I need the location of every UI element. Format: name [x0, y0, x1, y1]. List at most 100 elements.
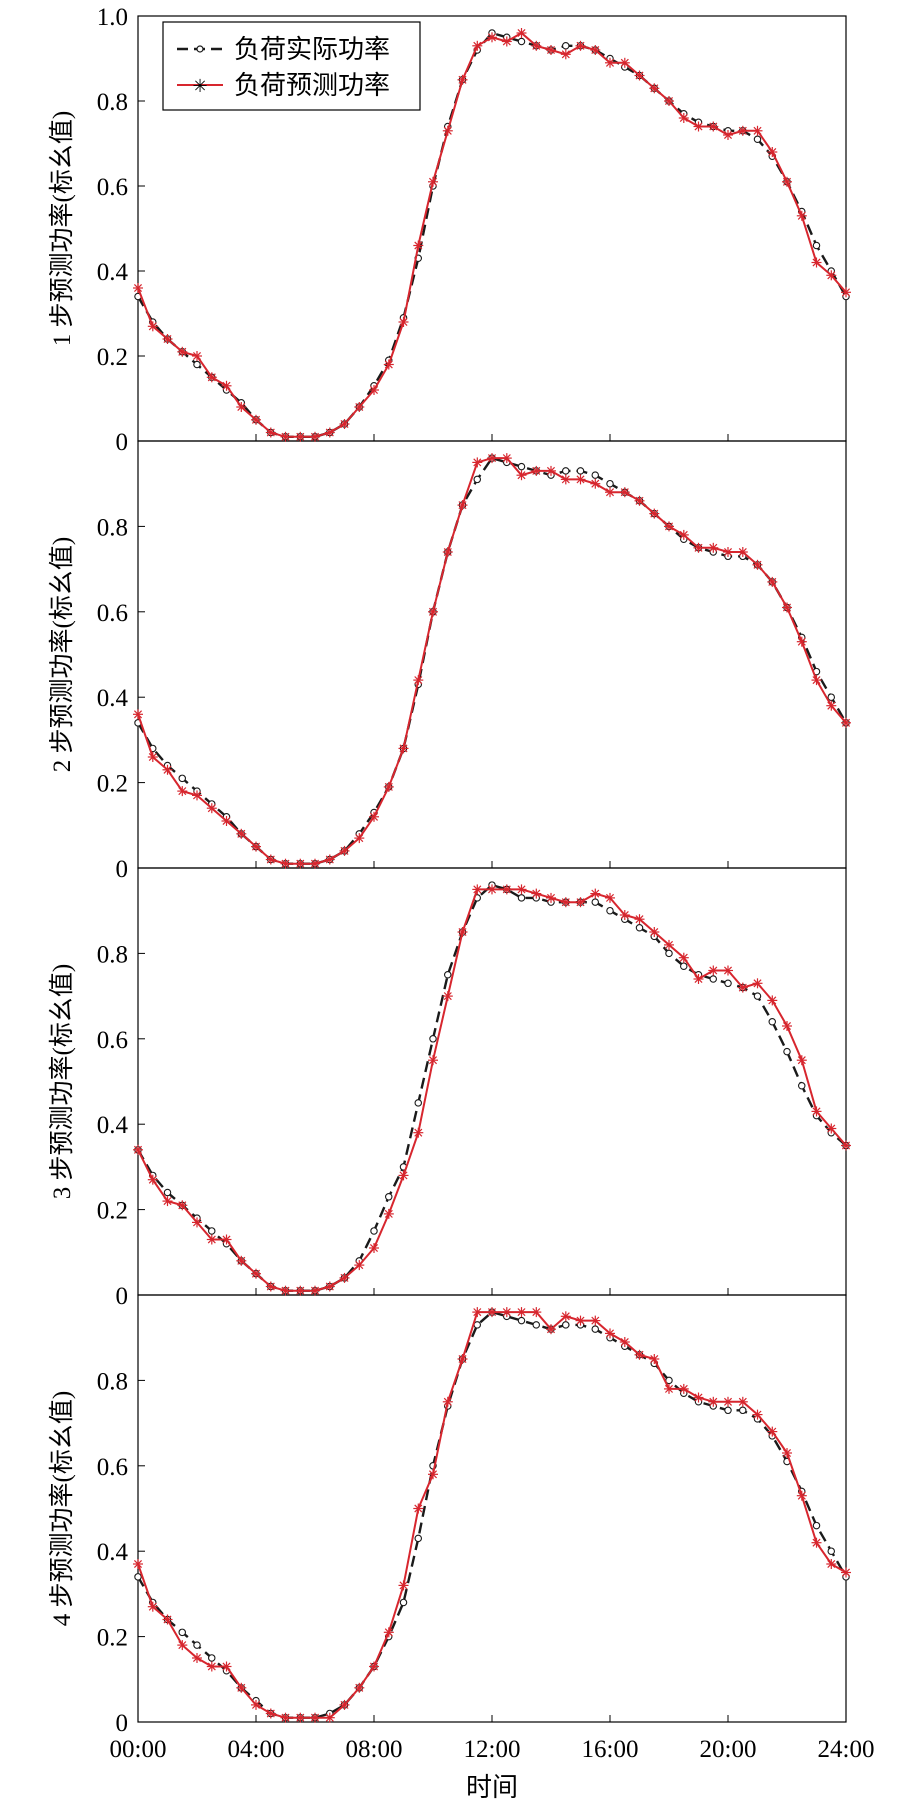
- panel-4-predicted-point: [457, 1354, 468, 1364]
- panel-1-predicted-point: [649, 83, 660, 94]
- panel-3-predicted-point: [782, 1021, 792, 1031]
- panel-2-predicted-point: [619, 487, 630, 498]
- panel-2-predicted-point: [147, 752, 158, 762]
- panel-1-actual-point: [517, 37, 526, 46]
- panel-3-predicted-point: [678, 952, 689, 963]
- panel-2-predicted-point: [841, 717, 851, 728]
- panel-2-predicted-point: [723, 547, 733, 557]
- panel-1-predicted-point: [354, 402, 365, 412]
- panel-3-actual-point: [370, 1227, 378, 1235]
- panel-2-predicted-point: [383, 781, 394, 792]
- panel-1-ytick-label: 0.2: [97, 344, 128, 371]
- panel-4-predicted-point: [177, 1640, 188, 1651]
- panel-1-predicted-point: [841, 287, 851, 298]
- panel-4-predicted-point: [265, 1708, 276, 1719]
- panel-2-ytick-label: 0.8: [97, 514, 128, 541]
- panel-3-predicted-point: [310, 1285, 320, 1296]
- panel-3-predicted-point: [531, 888, 542, 899]
- panel-4-actual-point: [134, 1573, 142, 1581]
- panel-4-actual-point: [532, 1321, 540, 1329]
- panel-2-predicted-point: [811, 675, 822, 686]
- panel-4-actual-point: [812, 1521, 821, 1530]
- panel-2-actual-line: [136, 456, 848, 865]
- panel-2-predicted-point: [501, 453, 512, 464]
- panel-2-predicted-point: [487, 453, 497, 464]
- panel-1-predicted-point: [693, 121, 704, 132]
- panel-3-actual-point: [665, 949, 673, 958]
- panel-2-predicted-point: [634, 495, 645, 506]
- panel-3-actual-point: [517, 894, 526, 902]
- panel-1-predicted-point: [310, 431, 320, 442]
- panel-2-ytick-label: 0.2: [97, 771, 128, 798]
- panel-4-predicted-point: [826, 1559, 837, 1569]
- panel-1-actual-point: [753, 135, 762, 144]
- panel-2-predicted-point: [369, 811, 379, 822]
- panel-3-actual-point: [208, 1227, 216, 1235]
- panel-1-predicted-point: [265, 427, 276, 438]
- panel-3-frame: [137, 867, 847, 1296]
- panel-2-predicted-point: [664, 521, 674, 532]
- panel-4-predicted-point: [280, 1712, 291, 1723]
- panel-1-ytick-label: 0.8: [97, 89, 128, 116]
- panel-2-predicted-point: [236, 828, 247, 839]
- panel-4-predicted-point: [605, 1328, 615, 1339]
- panel-2-actual-point: [576, 467, 585, 475]
- panel-3-predicted-point: [619, 910, 630, 920]
- panel-3-ytick-label: 0.8: [97, 941, 128, 968]
- panel-2-predicted-point: [162, 764, 173, 775]
- panel-2-predicted-point: [221, 816, 232, 826]
- panel-2-predicted-point: [649, 508, 660, 519]
- panel-1-predicted-point: [192, 351, 202, 361]
- panel-3-predicted-point: [605, 892, 615, 903]
- panel-3-ytick-label: 0.6: [97, 1027, 128, 1054]
- panel-4-predicted-point: [472, 1307, 483, 1318]
- panel-4-predicted-point: [752, 1409, 763, 1420]
- panel-3-predicted-point: [590, 888, 601, 899]
- panel-2-predicted-point: [354, 833, 365, 844]
- panel-3-predicted-point: [457, 927, 468, 937]
- panel-1-predicted-point: [826, 270, 837, 281]
- panel-3-ytick-label: 0: [116, 1283, 129, 1310]
- panel-1-predicted-point: [708, 121, 719, 132]
- panel-2-ytick-label: 0.6: [97, 600, 128, 627]
- legend: 负荷实际功率 ✳ 负荷预测功率: [162, 21, 421, 111]
- panel-4-predicted-point: [501, 1307, 512, 1318]
- panel-2-actual-point: [606, 479, 614, 488]
- legend-actual-label: 负荷实际功率: [234, 35, 390, 64]
- panel-4-actual-point: [208, 1654, 216, 1662]
- panel-2-predicted-point: [192, 790, 202, 801]
- panel-2-predicted-point: [782, 602, 792, 613]
- panel-3-predicted-point: [324, 1281, 335, 1292]
- panel-4-ytick-label: 0: [116, 1710, 129, 1737]
- panel-3-predicted-point: [442, 991, 453, 1002]
- panel-3-actual-point: [709, 975, 717, 983]
- panel-2-predicted-point: [516, 470, 527, 481]
- panel-3-actual-point: [753, 992, 762, 1000]
- panel-2-predicted-point: [133, 709, 143, 720]
- panel-3-predicted-point: [398, 1170, 409, 1181]
- panel-4-ytick-label: 0.2: [97, 1625, 128, 1652]
- panel-2-actual-point: [591, 471, 599, 479]
- panel-4-predicted-point: [442, 1396, 453, 1407]
- panel-2-actual-point: [178, 774, 187, 783]
- panel-4-ytick-label: 0.6: [97, 1454, 128, 1481]
- panel-4-actual-line: [136, 1310, 848, 1719]
- panel-4-predicted-point: [560, 1311, 571, 1322]
- panel-1-predicted-point: [369, 385, 379, 395]
- panel-1-predicted-point: [811, 257, 822, 268]
- panel-2-ytick-label: 0: [116, 856, 129, 883]
- panel-4-predicted-point: [737, 1396, 748, 1407]
- panel-2-actual-point: [561, 467, 570, 475]
- panel-4-predicted-point: [649, 1354, 660, 1364]
- panel-2-predicted-point: [560, 474, 571, 485]
- panel-2-predicted-point: [339, 845, 350, 856]
- panel-4-predicted-line: [137, 1311, 847, 1719]
- panel-3-predicted-point: [251, 1268, 261, 1279]
- x-tick-label: 00:00: [110, 1736, 167, 1763]
- panel-4-predicted-point: [546, 1324, 556, 1335]
- panel-1-ylabel: 1 步预测功率(标幺值): [48, 111, 76, 346]
- panel-3-ylabel: 3 步预测功率(标幺值): [48, 964, 76, 1199]
- panel-3-predicted-point: [236, 1255, 247, 1266]
- panel-4-predicted-point: [723, 1396, 733, 1407]
- panel-1-predicted-point: [796, 210, 807, 221]
